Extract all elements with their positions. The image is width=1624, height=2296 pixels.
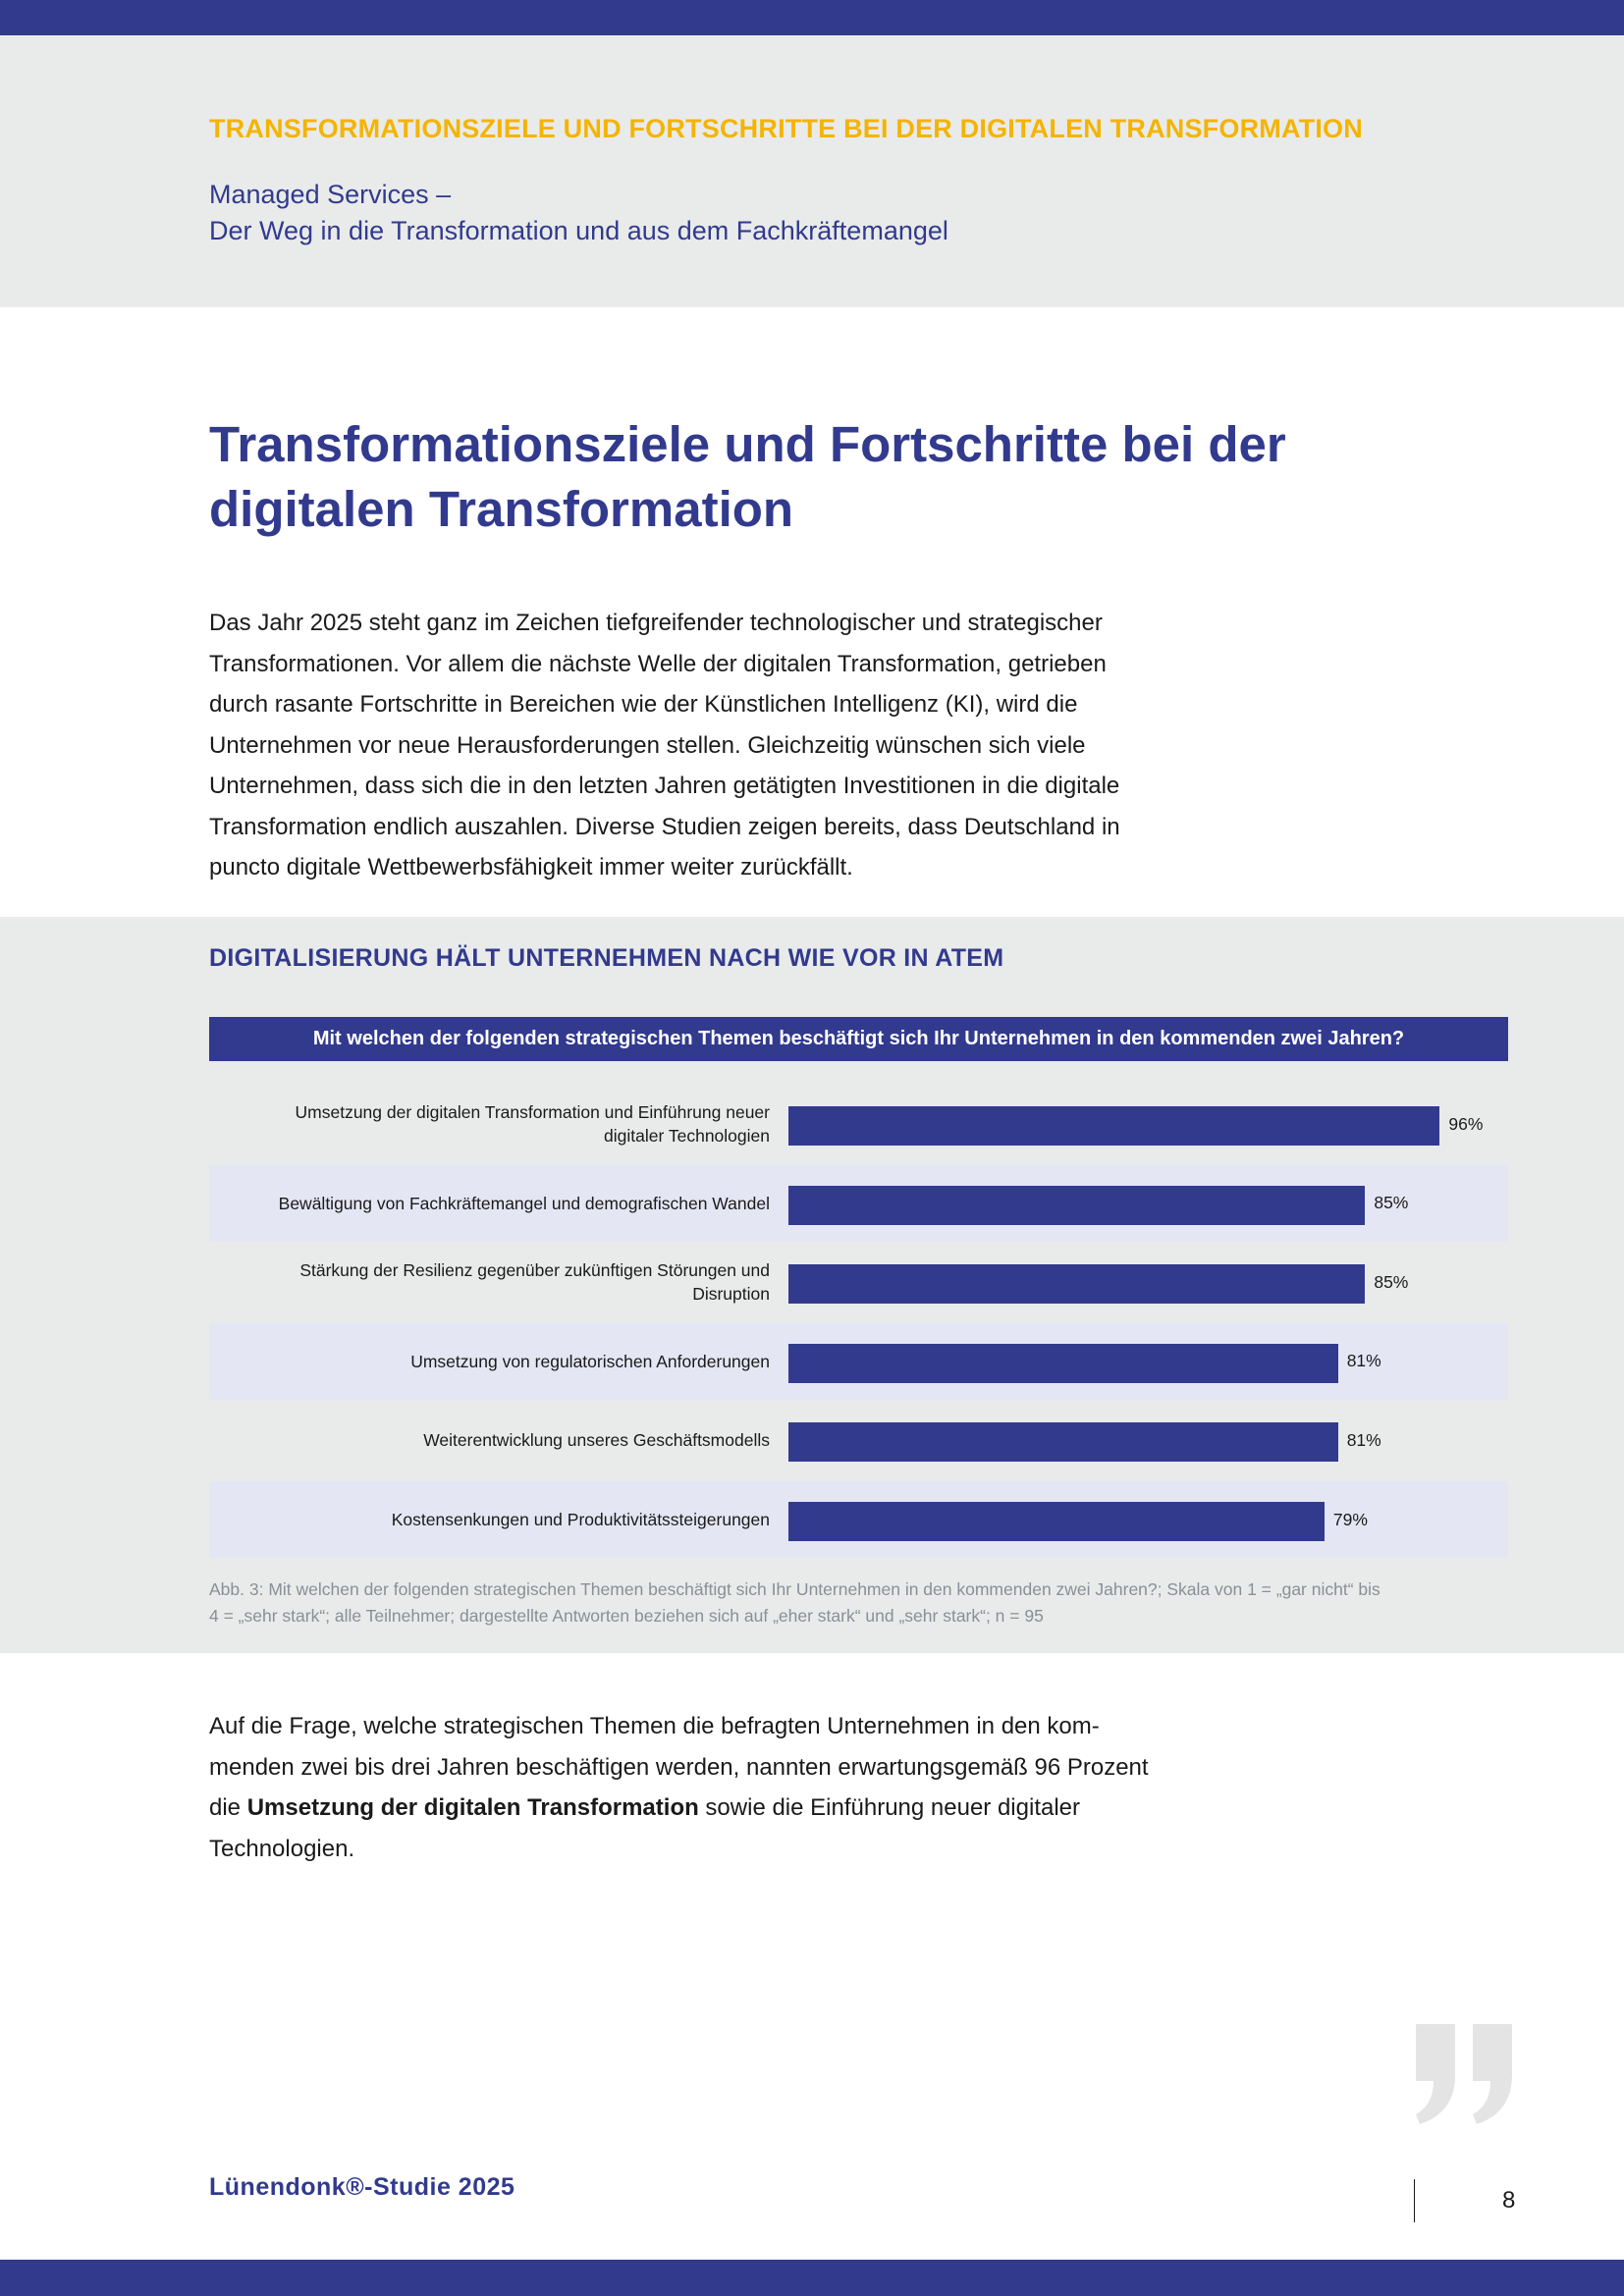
intro-line: Transformationen. Vor allem die nächste … [209, 650, 1107, 677]
chart-value-label: 81% [1346, 1429, 1381, 1450]
category-label-line: digitaler Technologien [604, 1126, 770, 1146]
caption-line-1: Abb. 3: Mit welchen der folgenden strate… [209, 1579, 1380, 1599]
chart-row: Umsetzung von regulatorischen Anforderun… [209, 1322, 1508, 1400]
chart-category-label: Stärkung der Resilienz gegenüber zukünft… [259, 1244, 770, 1320]
caption-line-2: 4 = „sehr stark“; alle Teilnehmer; darge… [209, 1606, 1044, 1626]
chart-bar [788, 1264, 1366, 1305]
chart-value-label: 81% [1346, 1351, 1381, 1371]
chart-bar [788, 1185, 1366, 1225]
category-label-line: Disruption [692, 1284, 770, 1305]
chart-row: Bewältigung von Fachkräftemangel und dem… [209, 1164, 1508, 1242]
category-label-line: Kostensenkungen und Produktivitätssteige… [391, 1510, 770, 1529]
title-line-1: Transformationsziele und Fortschritte be… [209, 416, 1286, 472]
top-accent-bar [0, 0, 1624, 35]
page-number: 8 [1502, 2187, 1516, 2214]
subtitle-line-1: Managed Services – [209, 180, 452, 209]
chart-bar [788, 1343, 1338, 1383]
chart-row: Umsetzung der digitalen Transformation u… [209, 1086, 1508, 1162]
intro-line: Unternehmen, dass sich die in den letzte… [209, 773, 1120, 799]
category-label-line: Stärkung der Resilienz gegenüber zukünft… [299, 1260, 770, 1281]
body-emphasis: Umsetzung der digitalen Transformation [246, 1794, 699, 1821]
body-line: Technologien. [209, 1835, 355, 1862]
intro-line: Das Jahr 2025 steht ganz im Zeichen tief… [209, 610, 1103, 636]
subtitle-line-2: Der Weg in die Transformation und aus de… [209, 216, 948, 245]
chart-category-label: Bewältigung von Fachkräftemangel und dem… [259, 1165, 770, 1242]
chart-value-label: 85% [1374, 1271, 1409, 1292]
chart-row: Kostensenkungen und Produktivitätssteige… [209, 1481, 1508, 1558]
chart-bar [788, 1502, 1325, 1541]
body-text: die [209, 1794, 247, 1821]
body-line: menden zwei bis drei Jahren beschäftigen… [209, 1753, 1149, 1781]
footer-brand: Lünendonk®-Studie 2025 [209, 2173, 515, 2201]
chart-category-label: Kostensenkungen und Produktivitätssteige… [259, 1481, 770, 1558]
intro-line: Unternehmen vor neue Herausforderungen s… [209, 731, 1086, 759]
category-label-line: Umsetzung von regulatorischen Anforderun… [410, 1351, 770, 1371]
bottom-accent-bar [0, 2260, 1624, 2296]
document-subtitle: Managed Services – Der Weg in die Transf… [209, 177, 948, 249]
chart-value-label: 85% [1374, 1193, 1409, 1213]
chart-section-heading: DIGITALISIERUNG HÄLT UNTERNEHMEN NACH WI… [209, 944, 1004, 972]
title-line-2: digitalen Transformation [209, 481, 794, 537]
intro-line: durch rasante Fortschritte in Bereichen … [209, 691, 1078, 718]
chart-row: Weiterentwicklung unseres Geschäftsmodel… [209, 1402, 1508, 1478]
chart-bar [788, 1422, 1338, 1463]
category-label-line: Bewältigung von Fachkräftemangel und dem… [278, 1193, 770, 1213]
chart-bar [788, 1106, 1440, 1146]
figure-caption: Abb. 3: Mit welchen der folgenden strate… [209, 1576, 1515, 1629]
body-line: die Umsetzung der digitalen Transformati… [209, 1788, 1181, 1829]
intro-line: puncto digitale Wettbewerbsfähigkeit imm… [209, 854, 853, 881]
section-kicker: TRANSFORMATIONSZIELE UND FORTSCHRITTE BE… [209, 114, 1363, 143]
chart-question-title: Mit welchen der folgenden strategischen … [209, 1017, 1508, 1061]
chart-category-label: Weiterentwicklung unseres Geschäftsmodel… [259, 1402, 770, 1478]
intro-paragraph: Das Jahr 2025 steht ganz im Zeichen tief… [209, 603, 1162, 888]
intro-line: Transformation endlich auszahlen. Divers… [209, 813, 1120, 840]
category-label-line: Umsetzung der digitalen Transformation u… [295, 1102, 770, 1122]
chart-value-label: 96% [1448, 1113, 1484, 1134]
closing-quote-icon [1416, 2024, 1512, 2124]
body-text: sowie die Einführung neuer digitaler [698, 1794, 1081, 1821]
chart-value-label: 79% [1332, 1509, 1368, 1529]
body-line: Auf die Frage, welche strategischen Them… [209, 1713, 1100, 1739]
body-paragraph: Auf die Frage, welche strategischen Them… [209, 1706, 1181, 1869]
category-label-line: Weiterentwicklung unseres Geschäftsmodel… [423, 1430, 770, 1451]
chart-category-label: Umsetzung von regulatorischen Anforderun… [259, 1323, 770, 1400]
page-header-band [0, 35, 1624, 307]
page-title: Transformationsziele und Fortschritte be… [209, 412, 1387, 542]
footer-divider [1414, 2179, 1415, 2222]
chart-category-label: Umsetzung der digitalen Transformation u… [259, 1086, 770, 1162]
chart-row: Stärkung der Resilienz gegenüber zukünft… [209, 1244, 1508, 1320]
